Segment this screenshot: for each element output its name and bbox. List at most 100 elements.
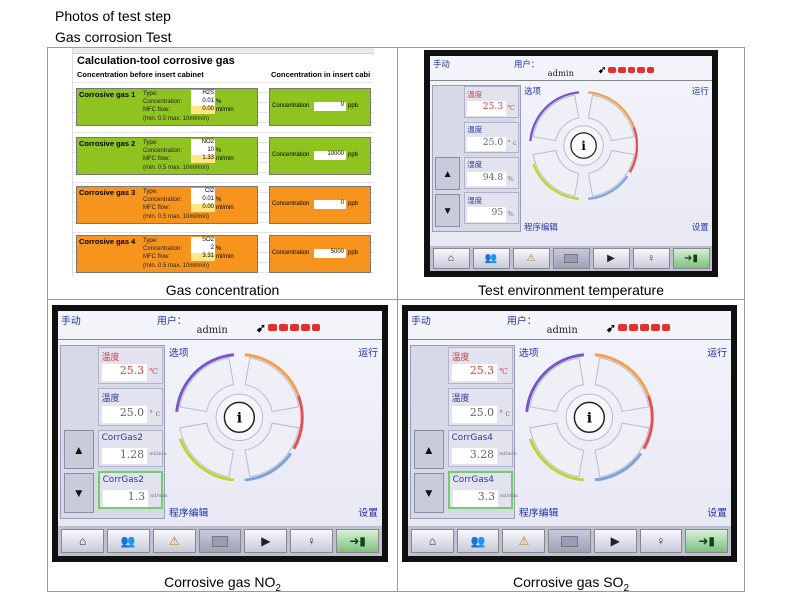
stop-icon[interactable] <box>548 529 591 553</box>
play-icon[interactable]: ▶ <box>244 529 288 553</box>
concentration-label: Concentration: <box>143 197 183 203</box>
program-edit-label[interactable]: 程序编辑 <box>518 508 559 519</box>
wheel-segment[interactable] <box>594 356 650 412</box>
wheel-segment[interactable] <box>588 150 635 197</box>
field-label: 温度 <box>101 352 120 363</box>
field-value: 25.3 <box>467 101 506 116</box>
stop-icon[interactable] <box>198 529 242 553</box>
type-value: H2S <box>191 90 215 98</box>
settings-label[interactable]: 设置 <box>691 221 709 232</box>
settings-label[interactable]: 设置 <box>358 508 378 519</box>
wheel-segment[interactable] <box>244 356 300 412</box>
field-label: 温度 <box>451 352 470 363</box>
run-label[interactable]: 运行 <box>691 85 709 96</box>
play-icon[interactable]: ▶ <box>593 529 637 553</box>
warning-icon[interactable]: ⚠ <box>152 529 196 553</box>
exit-icon[interactable]: ➜▮ <box>685 529 729 553</box>
navigation-wheel: i <box>525 352 654 482</box>
value-field-4[interactable]: CorrGas2 1.3 ml/min <box>97 471 168 509</box>
wheel-segment[interactable] <box>594 422 650 477</box>
inside-concentration-2: Concentration 10000 ppb <box>269 137 371 175</box>
wheel-segment[interactable] <box>588 94 635 142</box>
field-unit: ° c <box>149 408 160 418</box>
users-icon[interactable]: 👥 <box>456 529 500 553</box>
scroll-down-button[interactable]: ▼ <box>63 473 94 513</box>
bottom-toolbar: ⌂ 👥 ⚠ ▶ ♀ ➜▮ <box>408 526 731 556</box>
wheel-segment[interactable] <box>532 150 580 197</box>
field-value: 3.3 <box>452 490 499 507</box>
home-icon[interactable]: ⌂ <box>432 248 470 269</box>
users-icon[interactable]: 👥 <box>106 529 150 553</box>
wheel-segment[interactable] <box>532 94 580 142</box>
status-led <box>267 324 277 332</box>
mfc-label: MFC flow: <box>143 205 170 211</box>
controller-screen-temperature: 手动 用户： admin ➹ 温度 25.3 ℃ 温度 25.0 ° c 湿度 … <box>424 50 718 277</box>
header-divider <box>430 79 712 81</box>
document-subheading: Gas corrosion Test <box>55 29 172 45</box>
mfc-label: MFC flow: <box>143 107 170 113</box>
info-glyph: i <box>587 410 592 426</box>
bulb-icon[interactable]: ♀ <box>290 529 334 553</box>
value-field-2[interactable]: 温度 25.0 ° c <box>463 121 519 154</box>
wheel-segment[interactable] <box>179 356 234 412</box>
wheel-segment[interactable] <box>529 422 584 477</box>
gas-name: Corrosive gas 3 <box>79 188 136 197</box>
info-icon[interactable] <box>573 401 605 433</box>
status-led <box>661 324 671 332</box>
status-led <box>311 324 321 332</box>
value-field-4[interactable]: CorrGas4 3.3 ml/min <box>447 471 518 509</box>
scroll-up-button[interactable]: ▲ <box>413 429 444 470</box>
home-icon[interactable]: ⌂ <box>61 529 104 553</box>
controller-display: 手动 用户： admin ➹ 温度 25.3 ℃ 温度 25.0 ° c 湿度 … <box>430 56 712 271</box>
value-field-2[interactable]: 温度 25.0 ° c <box>447 388 513 426</box>
warning-icon[interactable]: ⚠ <box>502 529 546 553</box>
concentration-value: 0.01 <box>191 196 215 204</box>
run-label[interactable]: 运行 <box>358 347 378 359</box>
program-edit-label[interactable]: 程序编辑 <box>524 221 558 232</box>
program-edit-label[interactable]: 程序编辑 <box>168 508 209 519</box>
stop-icon[interactable] <box>552 248 590 269</box>
scroll-up-button[interactable]: ▲ <box>63 429 94 470</box>
stop-square <box>564 253 578 263</box>
inside-concentration-4: Concentration 5000 ppb <box>269 235 371 273</box>
options-label[interactable]: 选项 <box>168 347 189 359</box>
exit-icon[interactable]: ➜▮ <box>336 529 380 553</box>
status-led <box>617 324 627 332</box>
mfc-unit: ml/min <box>216 254 234 260</box>
scroll-up-button[interactable]: ▲ <box>435 156 461 191</box>
info-icon[interactable] <box>570 132 598 160</box>
inside-value: 0 <box>314 102 346 111</box>
value-field-4[interactable]: 湿度 95 % <box>463 192 519 224</box>
options-label[interactable]: 选项 <box>518 347 539 359</box>
exit-icon[interactable]: ➜▮ <box>672 248 710 269</box>
bulb-icon[interactable]: ♀ <box>639 529 683 553</box>
wheel-segment[interactable] <box>244 422 300 477</box>
gas-calc-spreadsheet: Calculation-tool corrosive gas Concentra… <box>72 48 374 276</box>
wheel-segment[interactable] <box>529 356 584 412</box>
value-field-2[interactable]: 温度 25.0 ° c <box>97 388 163 426</box>
status-led <box>300 324 310 332</box>
status-led <box>637 67 645 74</box>
play-icon[interactable]: ▶ <box>592 248 630 269</box>
mfc-unit: ml/min <box>216 107 234 113</box>
field-label: CorrGas2 <box>101 432 143 443</box>
wheel-segment[interactable] <box>179 422 234 477</box>
users-icon[interactable]: 👥 <box>472 248 510 269</box>
wheel-ring-arc <box>588 175 629 201</box>
type-value: NO2 <box>191 139 215 147</box>
run-label[interactable]: 运行 <box>707 347 727 359</box>
gas-name: Corrosive gas 4 <box>79 237 136 246</box>
gas-row-4: Corrosive gas 4 Type: SO2 Concentration: 2% M… <box>76 235 258 273</box>
info-icon[interactable] <box>223 401 255 433</box>
range-note: (min. 0.5 max. 10ml/min) <box>143 214 210 220</box>
settings-label[interactable]: 设置 <box>707 508 727 519</box>
warning-icon[interactable]: ⚠ <box>512 248 550 269</box>
bulb-icon[interactable]: ♀ <box>632 248 670 269</box>
field-label: CorrGas4 <box>452 475 494 486</box>
home-icon[interactable]: ⌂ <box>411 529 454 553</box>
options-label[interactable]: 选项 <box>524 85 541 96</box>
scroll-down-button[interactable]: ▼ <box>413 473 444 513</box>
scroll-down-button[interactable]: ▼ <box>435 193 461 228</box>
type-label: Type: <box>143 140 158 146</box>
mfc-value: 0.00 <box>191 106 215 114</box>
